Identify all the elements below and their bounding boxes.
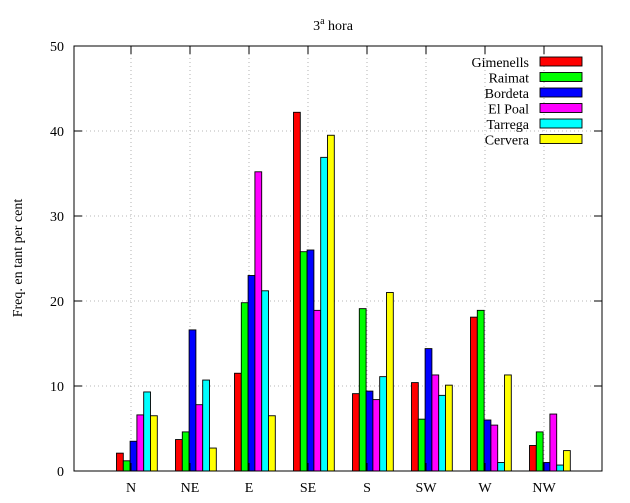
bar-gimenells	[234, 372, 242, 472]
bar-cervera	[563, 450, 571, 472]
bar-gimenells	[529, 445, 537, 472]
bar-tarrega	[261, 290, 269, 472]
bar-raimat	[122, 460, 131, 472]
bar-tarrega	[143, 391, 151, 472]
bar-tarrega	[497, 462, 505, 472]
legend-label: Tarrega	[486, 118, 529, 133]
legend-swatch	[539, 118, 583, 129]
x-tick-label: S	[363, 481, 371, 496]
legend-label: Bordeta	[485, 87, 530, 102]
bar-tarrega	[556, 464, 564, 472]
bar-cervera	[209, 447, 217, 472]
bar-cervera	[504, 374, 512, 472]
bar-raimat	[181, 431, 190, 472]
bar-tarrega	[320, 156, 328, 472]
y-tick-label: 10	[50, 380, 64, 395]
bar-el-poal	[431, 374, 440, 472]
legend-label: Raimat	[489, 72, 530, 87]
plot-frame	[73, 45, 603, 472]
bar-el-poal	[136, 414, 145, 472]
bar-gimenells	[352, 393, 360, 472]
legend-label: Gimenells	[471, 56, 529, 71]
bar-el-poal	[254, 171, 263, 472]
y-tick-label: 20	[50, 295, 64, 310]
bar-tarrega	[438, 394, 446, 472]
y-axis-label: Freq. en tant per cent	[11, 199, 26, 318]
bar-cervera	[268, 415, 276, 472]
bar-raimat	[417, 418, 426, 472]
axis-ticks: 0 10 20 30 40 50 N NE E SE S SW W NW	[50, 40, 602, 496]
bar-raimat	[476, 309, 485, 472]
x-tick-label: N	[126, 481, 136, 496]
bar-raimat	[240, 302, 249, 472]
legend-label: El Poal	[488, 103, 529, 118]
x-tick-label: E	[245, 481, 254, 496]
bar-bordeta	[306, 249, 315, 472]
legend-swatch	[539, 103, 583, 113]
legend-swatch	[539, 72, 583, 82]
bar-el-poal	[372, 399, 381, 472]
bar-raimat	[299, 251, 308, 472]
bar-bordeta	[424, 348, 433, 472]
legend-swatch	[539, 87, 583, 98]
bar-el-poal	[195, 404, 204, 472]
bar-cervera	[445, 384, 453, 472]
bar-bordeta	[188, 329, 197, 472]
bar-tarrega	[202, 379, 210, 472]
bar-bordeta	[365, 390, 374, 472]
bar-raimat	[358, 308, 367, 472]
bar-gimenells	[175, 439, 183, 472]
x-tick-label: SE	[300, 481, 316, 496]
x-tick-label: W	[478, 481, 492, 496]
bar-bordeta	[247, 275, 256, 472]
bar-gimenells	[411, 382, 419, 472]
bar-gimenells	[116, 452, 124, 472]
chart-title: 3a hora	[313, 16, 354, 34]
y-tick-label: 0	[57, 465, 64, 480]
x-tick-label: NE	[181, 481, 200, 496]
bars	[116, 111, 571, 472]
y-tick-label: 30	[50, 210, 64, 225]
y-tick-label: 50	[50, 40, 64, 55]
bar-cervera	[327, 134, 335, 472]
bar-tarrega	[379, 376, 387, 472]
legend-label: Cervera	[485, 134, 530, 149]
bar-gimenells	[470, 316, 478, 472]
x-tick-label: NW	[532, 481, 556, 496]
legend-swatch	[539, 134, 583, 144]
bar-el-poal	[549, 413, 558, 472]
bar-cervera	[150, 415, 158, 472]
bar-el-poal	[490, 424, 499, 472]
y-tick-label: 40	[50, 125, 64, 140]
bar-gimenells	[293, 111, 301, 472]
x-tick-label: SW	[416, 481, 438, 496]
bar-cervera	[386, 292, 394, 472]
bar-raimat	[535, 431, 544, 472]
bar-el-poal	[313, 309, 322, 472]
legend-swatch	[539, 56, 583, 67]
